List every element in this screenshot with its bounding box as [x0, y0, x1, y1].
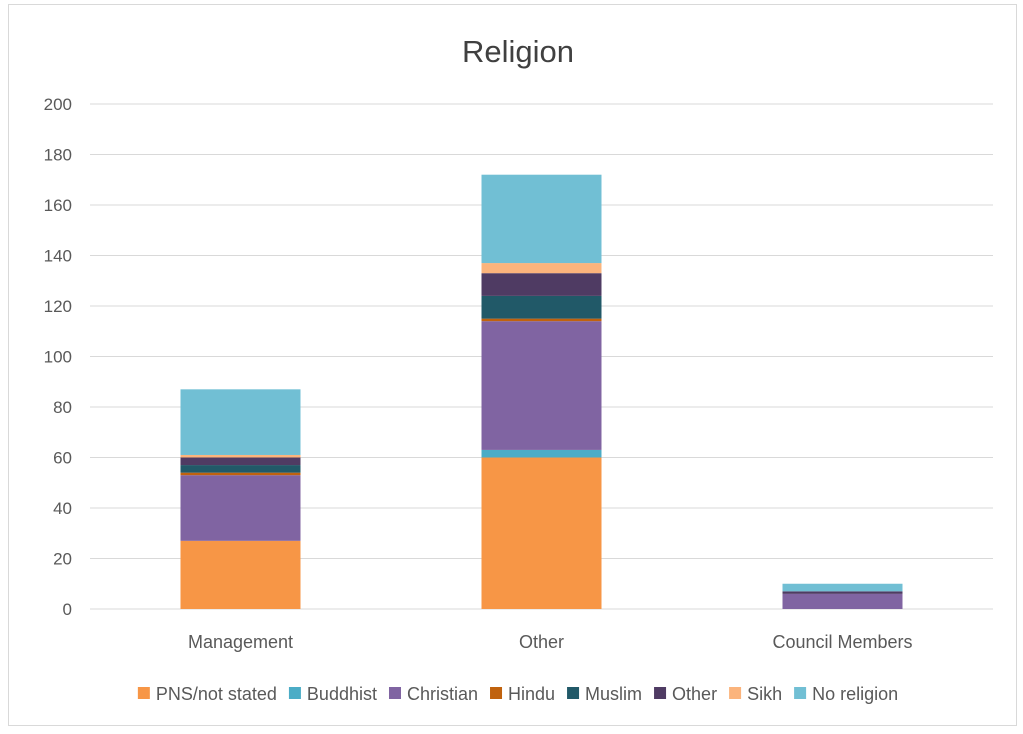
bar-segment [180, 457, 301, 466]
chart-title: Religion [462, 34, 574, 69]
bar-segment [782, 591, 903, 594]
x-tick-label: Council Members [772, 632, 912, 652]
legend: PNS/not stated Buddhist Christian Hindu Musl… [137, 684, 898, 704]
bar-segment [180, 472, 301, 476]
y-axis-ticks: 0 20 40 60 80 100 120 140 160 180 200 [44, 95, 72, 619]
bar-segment [782, 583, 903, 592]
legend-swatch [729, 687, 742, 699]
y-tick-label: 140 [44, 247, 72, 266]
bar-segment [481, 318, 602, 322]
legend-label: Muslim [585, 684, 642, 704]
y-tick-label: 20 [53, 550, 72, 569]
legend-swatch [567, 687, 580, 699]
bar-segment [180, 540, 301, 609]
x-tick-label: Management [188, 632, 293, 652]
y-tick-label: 80 [53, 398, 72, 417]
legend-swatch [654, 687, 667, 699]
bar-segment [481, 273, 602, 296]
bar-segment [481, 174, 602, 264]
legend-label: No religion [812, 684, 898, 704]
legend-label: PNS/not stated [156, 684, 277, 704]
legend-label: Other [672, 684, 717, 704]
bar-segment [481, 449, 602, 458]
legend-swatch [137, 687, 150, 699]
legend-swatch [288, 687, 301, 699]
y-tick-label: 160 [44, 196, 72, 215]
bar-segment [481, 263, 602, 274]
y-tick-label: 0 [63, 600, 72, 619]
chart-border [8, 4, 1017, 726]
legend-swatch [794, 687, 807, 699]
legend-swatch [490, 687, 503, 699]
y-tick-label: 200 [44, 95, 72, 114]
y-tick-label: 100 [44, 348, 72, 367]
bar-segment [180, 454, 301, 458]
legend-label: Hindu [508, 684, 555, 704]
bars [180, 174, 903, 609]
bar-segment [180, 389, 301, 455]
legend-label: Sikh [747, 684, 782, 704]
bar-segment [481, 321, 602, 450]
x-axis-ticks: Management Other Council Members [188, 632, 913, 652]
y-tick-label: 40 [53, 499, 72, 518]
y-tick-label: 180 [44, 146, 72, 165]
y-tick-label: 120 [44, 297, 72, 316]
legend-swatch [388, 687, 401, 699]
legend-label: Christian [407, 684, 478, 704]
x-tick-label: Other [519, 632, 564, 652]
bar-segment [481, 457, 602, 609]
bar-segment [481, 295, 602, 319]
bar-segment [782, 593, 903, 609]
bar-segment [180, 465, 301, 473]
bar-segment [180, 475, 301, 541]
y-tick-label: 60 [53, 449, 72, 468]
legend-label: Buddhist [307, 684, 377, 704]
